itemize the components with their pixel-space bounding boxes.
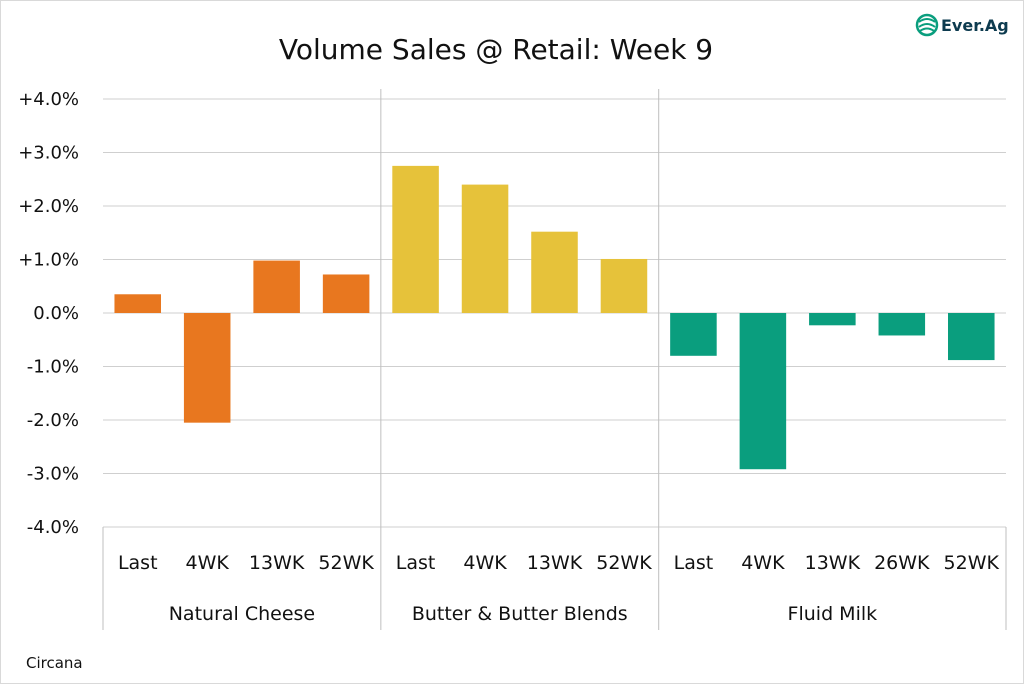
x-category-label: 13WK	[805, 552, 861, 574]
x-category-label: 26WK	[874, 552, 930, 574]
bar	[253, 260, 300, 313]
bars	[114, 165, 995, 470]
y-tick-label: +1.0%	[18, 250, 79, 271]
bar	[947, 313, 995, 361]
chart-title: Volume Sales @ Retail: Week 9	[279, 33, 713, 66]
x-group-label: Butter & Butter Blends	[412, 603, 628, 625]
y-tick-label: +4.0%	[18, 89, 79, 110]
y-tick-label: 0.0%	[33, 303, 79, 324]
x-group-label: Natural Cheese	[169, 603, 315, 625]
x-category-label: 52WK	[318, 552, 374, 574]
y-axis-ticks: +4.0% +3.0% +2.0% +1.0% 0.0% -1.0% -2.0% -3.0% -…	[18, 89, 79, 538]
y-tick-label: -4.0%	[27, 517, 79, 538]
bar	[322, 274, 370, 313]
x-axis-categories: Last 4WK 13WK 52WK Last 4WK 13WK 52WK Last 4WK 13W…	[118, 552, 1000, 574]
ever-ag-logo-icon	[915, 13, 939, 37]
bar	[670, 313, 717, 356]
x-group-label: Fluid Milk	[788, 603, 878, 625]
y-tick-label: +3.0%	[18, 143, 79, 164]
bar	[600, 258, 648, 313]
x-axis-groups: Natural Cheese Butter & Butter Blends Flui…	[169, 603, 877, 625]
bar	[183, 313, 231, 423]
y-tick-label: -3.0%	[27, 464, 79, 485]
bar	[531, 231, 578, 313]
bar	[739, 313, 787, 470]
bar	[392, 165, 439, 313]
source-label: Circana	[26, 654, 83, 672]
logo-text: Ever.Ag	[941, 16, 1009, 35]
bar	[114, 294, 162, 313]
y-tick-label: -2.0%	[27, 410, 79, 431]
logo: Ever.Ag	[915, 13, 1009, 37]
x-category-label: 4WK	[186, 552, 230, 574]
x-category-label: Last	[674, 552, 714, 574]
x-category-label: 4WK	[463, 552, 507, 574]
x-category-label: Last	[396, 552, 436, 574]
x-category-label: 52WK	[944, 552, 1000, 574]
bar	[878, 313, 926, 336]
group-separators	[102, 89, 1007, 630]
bar	[461, 184, 509, 313]
y-tick-label: -1.0%	[27, 357, 79, 378]
x-category-label: 13WK	[249, 552, 305, 574]
x-category-label: 13WK	[527, 552, 583, 574]
x-category-label: 52WK	[596, 552, 652, 574]
x-category-label: 4WK	[741, 552, 785, 574]
x-category-label: Last	[118, 552, 158, 574]
bar	[809, 313, 856, 326]
y-tick-label: +2.0%	[18, 196, 79, 217]
